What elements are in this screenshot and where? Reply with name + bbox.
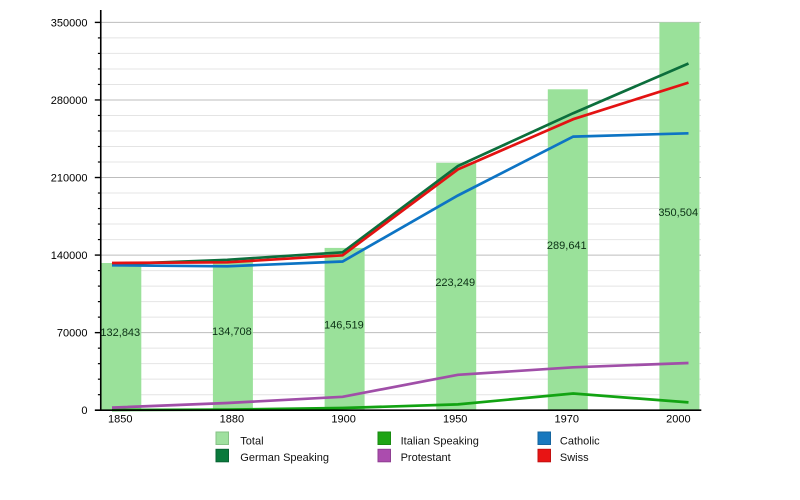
svg-text:1900: 1900 xyxy=(331,414,355,426)
svg-text:0: 0 xyxy=(81,405,87,417)
svg-text:280000: 280000 xyxy=(51,95,88,107)
svg-text:Total: Total xyxy=(240,435,263,447)
svg-text:Italian Speaking: Italian Speaking xyxy=(401,435,479,447)
svg-text:223,249: 223,249 xyxy=(435,277,475,289)
svg-text:1970: 1970 xyxy=(555,414,579,426)
svg-text:Swiss: Swiss xyxy=(560,452,589,464)
svg-text:German Speaking: German Speaking xyxy=(240,452,329,464)
svg-text:Catholic: Catholic xyxy=(560,435,600,447)
svg-text:Protestant: Protestant xyxy=(401,452,451,464)
svg-text:146,519: 146,519 xyxy=(324,320,364,332)
svg-text:1880: 1880 xyxy=(220,414,244,426)
svg-text:132,843: 132,843 xyxy=(100,327,140,339)
svg-text:1850: 1850 xyxy=(108,414,132,426)
svg-text:134,708: 134,708 xyxy=(212,326,252,338)
svg-text:1950: 1950 xyxy=(443,414,467,426)
svg-text:350,504: 350,504 xyxy=(658,207,698,219)
svg-text:350000: 350000 xyxy=(51,17,88,29)
svg-text:289,641: 289,641 xyxy=(547,240,587,252)
svg-text:2000: 2000 xyxy=(666,414,690,426)
svg-text:70000: 70000 xyxy=(57,328,88,340)
svg-text:210000: 210000 xyxy=(51,173,88,185)
svg-text:140000: 140000 xyxy=(51,250,88,262)
